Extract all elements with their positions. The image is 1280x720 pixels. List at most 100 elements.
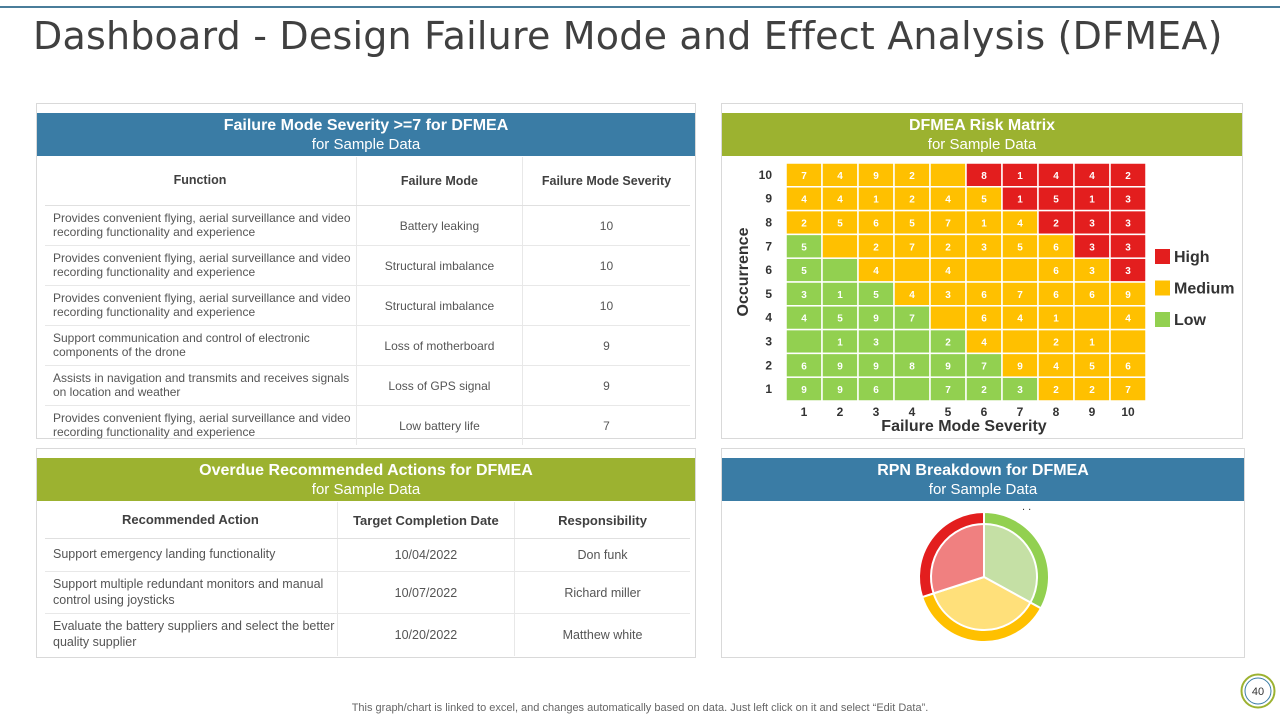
matrix-cell-value: 4 <box>945 195 951 206</box>
failure-mode-cell: Loss of motherboard <box>356 325 523 366</box>
matrix-cell <box>929 162 967 188</box>
severity-cell: 10 <box>522 205 690 246</box>
matrix-cell-value: 2 <box>1125 171 1131 182</box>
matrix-cell-value: 6 <box>1053 290 1059 301</box>
matrix-cell-value: 3 <box>801 290 807 301</box>
matrix-cell-value: 3 <box>1125 242 1131 253</box>
rpn-panel-header: RPN Breakdown for DFMEA for Sample Data <box>722 458 1244 501</box>
matrix-cell-value: 9 <box>873 171 879 182</box>
matrix-cell-value: 9 <box>873 314 879 325</box>
matrix-cell-value: 3 <box>981 242 987 253</box>
matrix-cell-value: 9 <box>1125 290 1131 301</box>
risk-matrix-chart: 7 4 9 2 8 1 4 4 24 4 1 2 4 5 1 5 1 32 5 6 5 7 1 4 2 3 35 2 7 2 3 5 6 3 35 4… <box>735 162 1234 435</box>
matrix-cell-value: 7 <box>981 361 987 372</box>
pie-slice-inner-medium <box>932 575 1032 631</box>
legend-swatch <box>1155 280 1170 296</box>
rpn-panel: RPN Breakdown for DFMEA for Sample Data … <box>721 448 1245 658</box>
matrix-cell <box>965 257 1003 283</box>
table-row: Assists in navigation and transmits and … <box>45 365 690 406</box>
page-number-badge: 40 <box>1240 673 1276 709</box>
table-row: Support emergency landing functionality … <box>45 538 690 572</box>
matrix-cell-value: 2 <box>1053 338 1059 349</box>
matrix-cell-value: 4 <box>1053 361 1059 372</box>
y-tick-label: 7 <box>765 239 772 253</box>
matrix-cell-value: 2 <box>1053 219 1059 230</box>
table-row: Evaluate the battery suppliers and selec… <box>45 613 690 656</box>
y-tick-label: 4 <box>765 311 772 325</box>
function-cell: Support communication and control of ele… <box>45 325 357 366</box>
matrix-cell-value: 2 <box>981 385 987 396</box>
pie-slice-inner-low <box>983 522 1038 604</box>
matrix-cell-value: 2 <box>1089 385 1095 396</box>
matrix-cell-value: 9 <box>945 361 951 372</box>
matrix-cell-value: 3 <box>873 338 879 349</box>
page-title: Dashboard - Design Failure Mode and Effe… <box>33 14 1223 58</box>
matrix-cell-value: 6 <box>873 219 879 230</box>
function-cell: Assists in navigation and transmits and … <box>45 365 357 406</box>
table-row: Support multiple redundant monitors and … <box>45 571 690 614</box>
y-tick-label: 10 <box>759 168 773 182</box>
risk-matrix-subtitle: for Sample Data <box>927 136 1037 153</box>
matrix-cell-value: 9 <box>837 361 843 372</box>
matrix-cell-value: 2 <box>801 219 807 230</box>
matrix-cell-value: 5 <box>909 219 915 230</box>
function-cell: Provides convenient flying, aerial surve… <box>45 205 357 246</box>
rpn-panel-subtitle: for Sample Data <box>928 481 1038 498</box>
legend-swatch <box>1155 312 1170 327</box>
matrix-cell-value: 1 <box>1089 338 1095 349</box>
matrix-cell-value: 4 <box>801 314 807 325</box>
matrix-cell <box>785 328 823 355</box>
legend-swatch <box>1155 249 1170 264</box>
table-row: Provides convenient flying, aerial surve… <box>45 205 690 246</box>
matrix-cell-value: 9 <box>801 385 807 396</box>
matrix-cell-value: 4 <box>873 266 879 277</box>
pie-slice-inner-high <box>930 522 985 595</box>
matrix-cell-value: 6 <box>981 290 987 301</box>
matrix-cell-value: 1 <box>837 290 843 301</box>
column-header: Responsibility <box>514 502 690 539</box>
risk-matrix-title: DFMEA Risk Matrix <box>908 117 1056 134</box>
function-cell: Provides convenient flying, aerial surve… <box>45 405 357 445</box>
top-rule <box>0 6 1280 8</box>
matrix-cell-value: 4 <box>801 195 807 206</box>
matrix-cell-value: 6 <box>1053 242 1059 253</box>
x-tick-label: 6 <box>981 405 988 419</box>
x-axis-label: Failure Mode Severity <box>881 418 1046 435</box>
matrix-cell-value: 3 <box>1089 219 1095 230</box>
rpn-pie-chart <box>918 510 1050 643</box>
matrix-cell-value: 2 <box>945 338 951 349</box>
matrix-cell-value: 2 <box>945 242 951 253</box>
matrix-cell-value: 3 <box>1089 242 1095 253</box>
matrix-cell-value: 6 <box>1125 361 1131 372</box>
severity-panel-title: Failure Mode Severity >=7 for DFMEA <box>223 117 509 134</box>
matrix-cell-value: 3 <box>1089 266 1095 277</box>
date-cell: 10/20/2022 <box>337 613 516 656</box>
matrix-cell-value: 3 <box>1125 266 1131 277</box>
failure-mode-cell: Structural imbalance <box>356 245 523 286</box>
matrix-cell-value: 7 <box>1125 385 1131 396</box>
matrix-cell-value: 1 <box>981 219 987 230</box>
matrix-cell-value: 9 <box>837 385 843 396</box>
column-header: Failure Mode Severity <box>522 157 690 206</box>
y-tick-label: 8 <box>765 216 772 230</box>
date-cell: 10/07/2022 <box>337 571 516 614</box>
matrix-cell-value: 9 <box>873 361 879 372</box>
matrix-cell-value: 7 <box>945 385 951 396</box>
risk-matrix-header: DFMEA Risk Matrix for Sample Data <box>722 113 1242 156</box>
matrix-cell-value: 5 <box>1017 242 1023 253</box>
page-number: 40 <box>1252 686 1264 698</box>
function-cell: Provides convenient flying, aerial surve… <box>45 285 357 326</box>
matrix-cell-value: 7 <box>909 242 915 253</box>
y-tick-label: 6 <box>765 263 772 277</box>
severity-cell: 9 <box>522 325 690 366</box>
severity-panel-subtitle: for Sample Data <box>311 136 421 153</box>
date-cell: 10/04/2022 <box>337 538 516 572</box>
column-header: Target Completion Date <box>337 502 516 539</box>
table-row: Provides convenient flying, aerial surve… <box>45 405 690 445</box>
matrix-cell-value: 5 <box>873 290 879 301</box>
matrix-cell-value: 1 <box>1017 171 1023 182</box>
matrix-cell-value: 5 <box>981 195 987 206</box>
severity-cell: 10 <box>522 285 690 326</box>
y-tick-label: 1 <box>765 382 772 396</box>
matrix-cell-value: 6 <box>1089 290 1095 301</box>
